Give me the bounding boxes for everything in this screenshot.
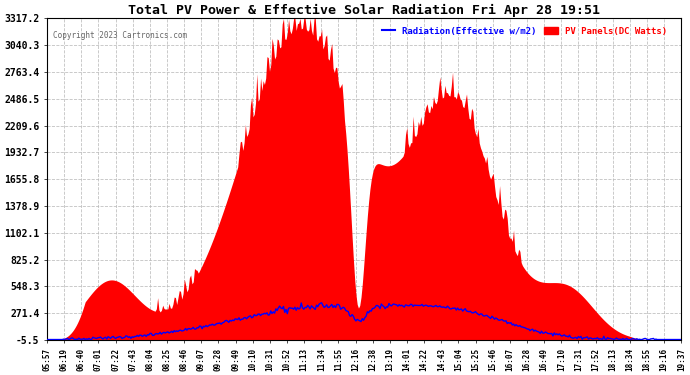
Text: Copyright 2023 Cartronics.com: Copyright 2023 Cartronics.com: [53, 31, 188, 40]
Title: Total PV Power & Effective Solar Radiation Fri Apr 28 19:51: Total PV Power & Effective Solar Radiati…: [128, 4, 600, 17]
Legend: Radiation(Effective w/m2), PV Panels(DC Watts): Radiation(Effective w/m2), PV Panels(DC …: [378, 23, 671, 39]
